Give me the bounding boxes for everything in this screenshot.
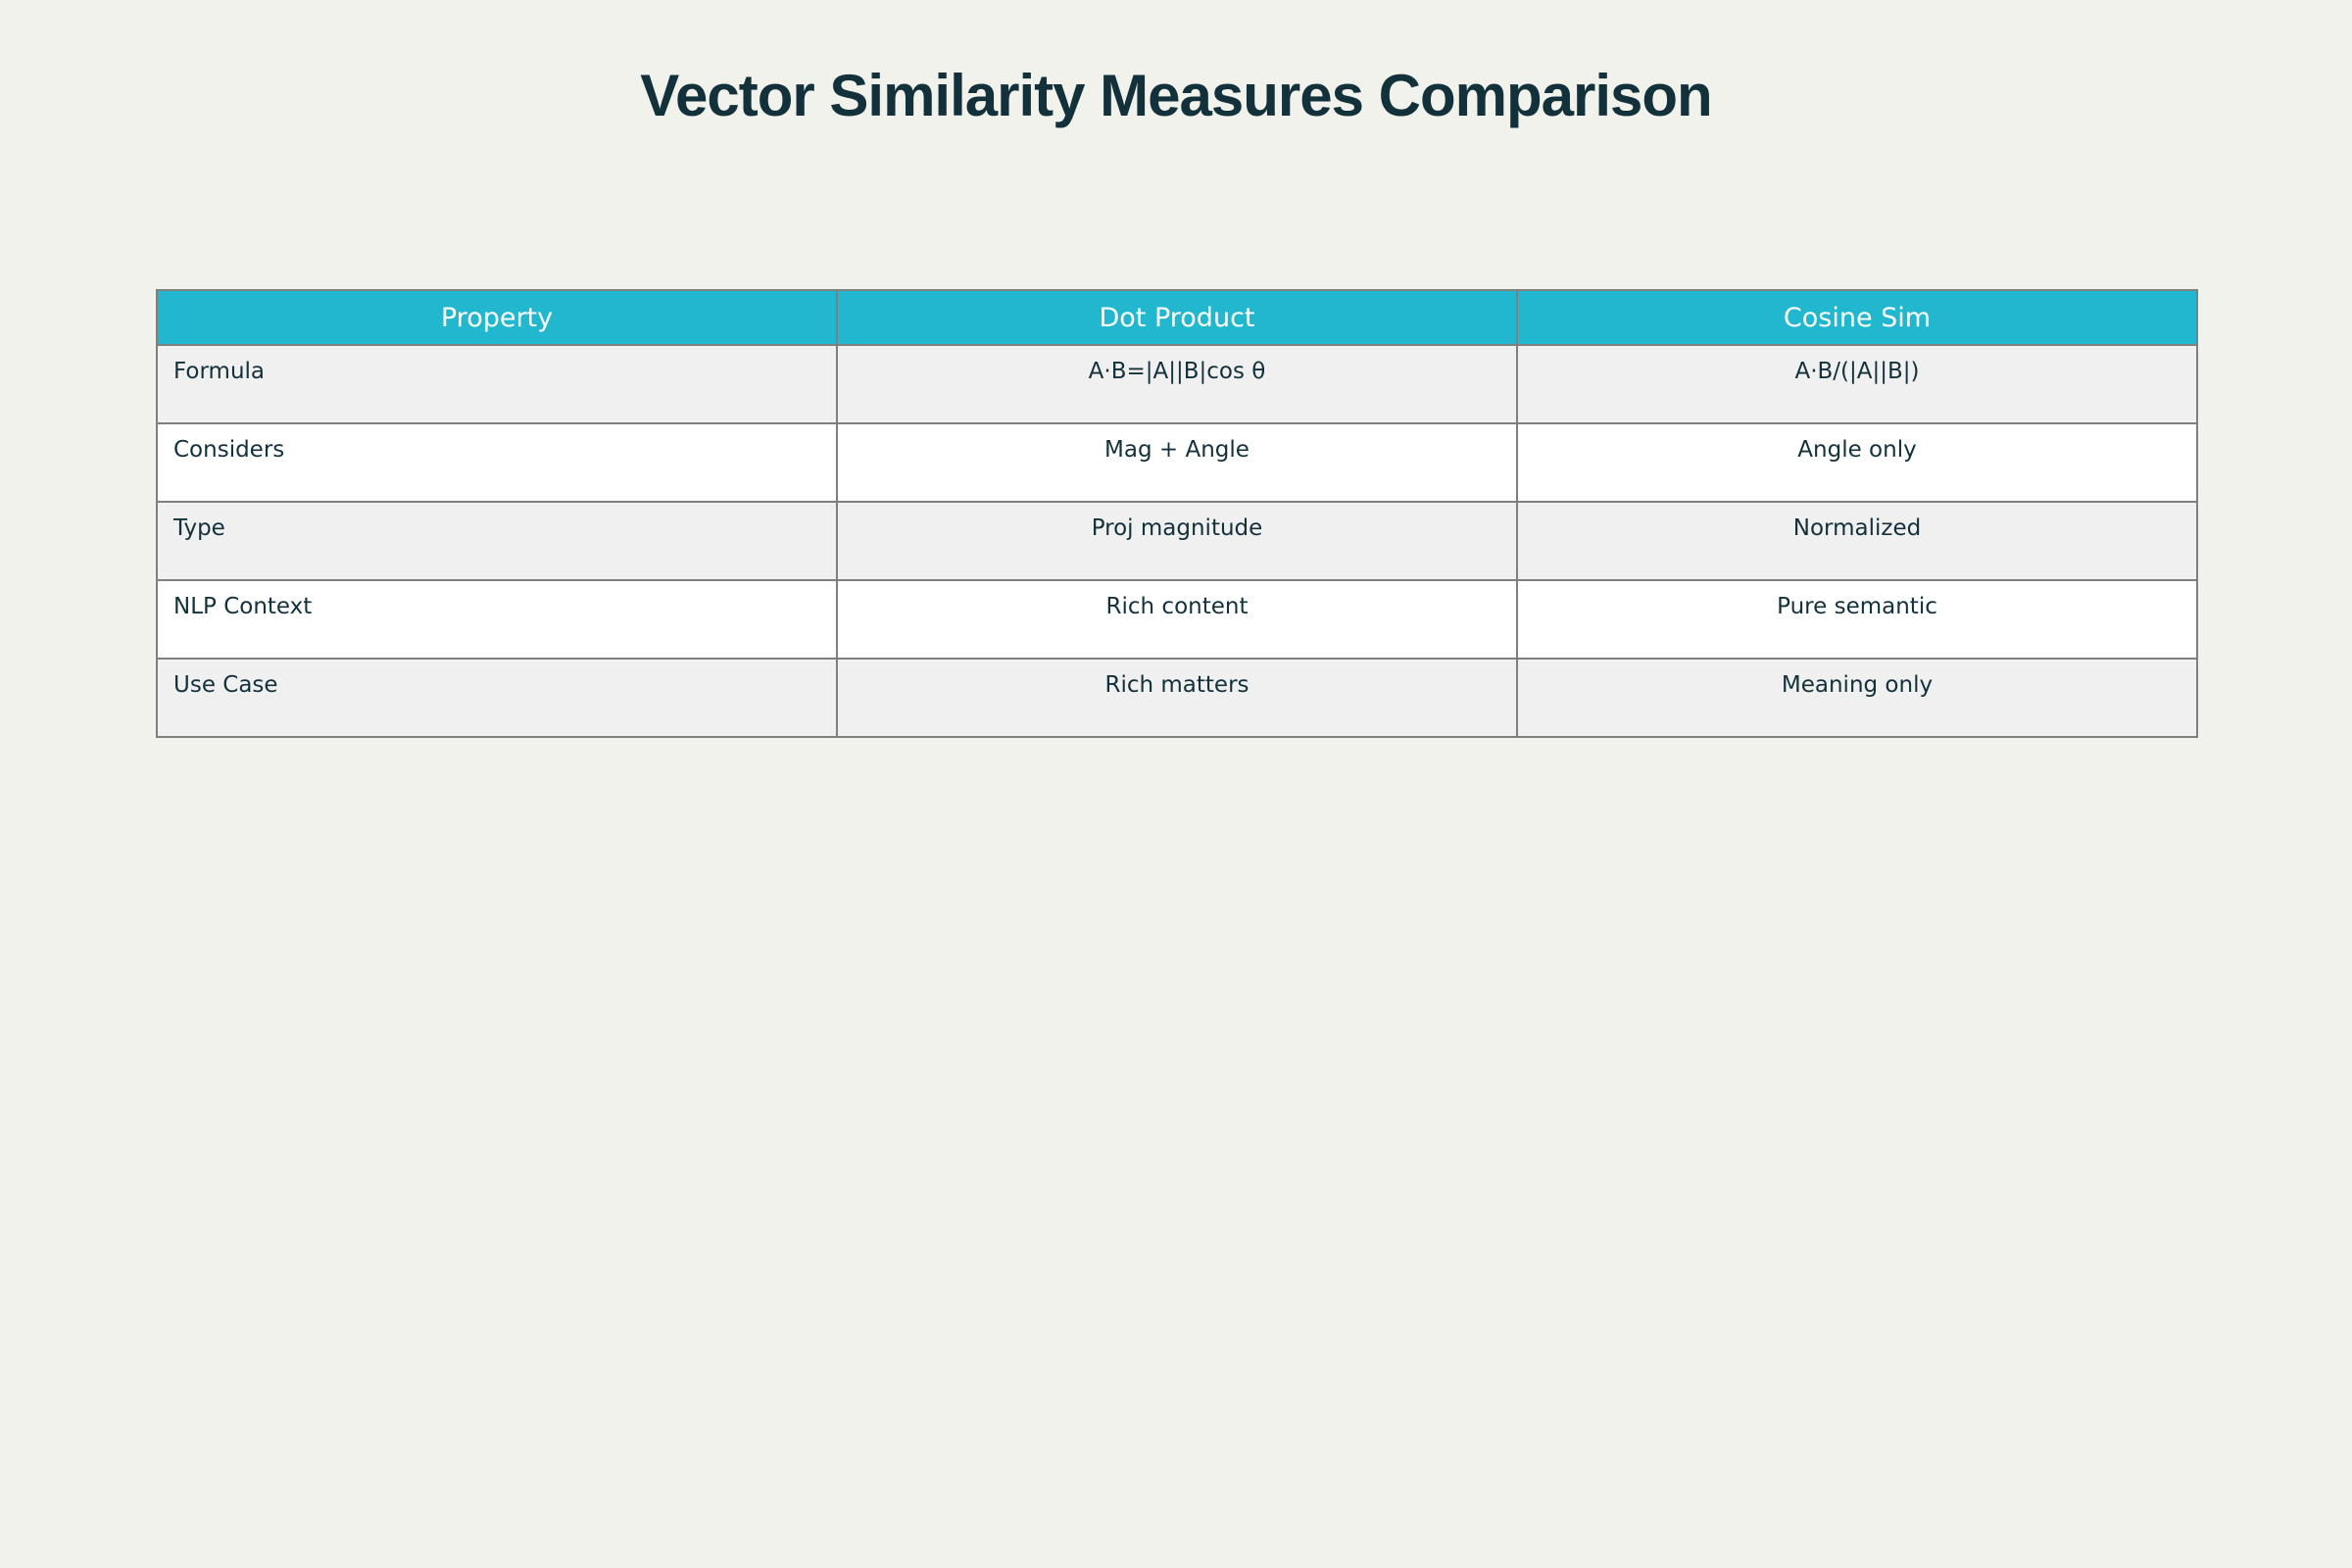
dot-product-cell: Mag + Angle [836, 422, 1518, 503]
table-body: Formula A·B=|A||B|cos θ A·B/(|A||B|) Con… [156, 344, 2198, 738]
cosine-sim-cell: Angle only [1516, 422, 2198, 503]
dot-product-cell: Proj magnitude [836, 501, 1518, 581]
comparison-table: Property Dot Product Cosine Sim Formula … [156, 289, 2198, 738]
property-cell: Use Case [156, 658, 838, 738]
property-cell: NLP Context [156, 579, 838, 660]
cosine-sim-cell: A·B/(|A||B|) [1516, 344, 2198, 424]
cosine-sim-cell: Pure semantic [1516, 579, 2198, 660]
table-row: Considers Mag + Angle Angle only [156, 422, 2198, 503]
dot-product-cell: Rich content [836, 579, 1518, 660]
table-row: Formula A·B=|A||B|cos θ A·B/(|A||B|) [156, 344, 2198, 424]
dot-product-cell: A·B=|A||B|cos θ [836, 344, 1518, 424]
header-cell-cosine-sim: Cosine Sim [1516, 289, 2198, 346]
header-row: Property Dot Product Cosine Sim [156, 289, 2198, 346]
header-cell-property: Property [156, 289, 838, 346]
table-row: Use Case Rich matters Meaning only [156, 658, 2198, 738]
table-row: Type Proj magnitude Normalized [156, 501, 2198, 581]
property-cell: Type [156, 501, 838, 581]
property-cell: Considers [156, 422, 838, 503]
cosine-sim-cell: Normalized [1516, 501, 2198, 581]
table-header: Property Dot Product Cosine Sim [156, 289, 2198, 346]
header-cell-dot-product: Dot Product [836, 289, 1518, 346]
cosine-sim-cell: Meaning only [1516, 658, 2198, 738]
dot-product-cell: Rich matters [836, 658, 1518, 738]
property-cell: Formula [156, 344, 838, 424]
chart-title: Vector Similarity Measures Comparison [640, 63, 1712, 128]
table-row: NLP Context Rich content Pure semantic [156, 579, 2198, 660]
